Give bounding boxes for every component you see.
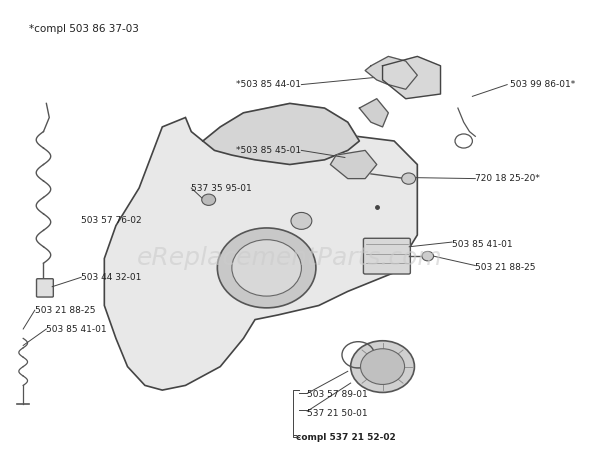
Polygon shape [382, 56, 441, 99]
FancyBboxPatch shape [37, 279, 53, 297]
Text: 503 85 41-01: 503 85 41-01 [47, 324, 107, 334]
Text: eReplacementParts.com: eReplacementParts.com [137, 246, 442, 271]
Text: 537 35 95-01: 537 35 95-01 [191, 183, 252, 193]
Circle shape [350, 341, 414, 392]
Circle shape [402, 173, 415, 184]
Text: *compl 503 86 37-03: *compl 503 86 37-03 [29, 24, 139, 33]
Circle shape [202, 194, 215, 205]
Text: 503 99 86-01*: 503 99 86-01* [510, 80, 575, 89]
Text: 503 44 32-01: 503 44 32-01 [81, 273, 142, 282]
Text: 720 18 25-20*: 720 18 25-20* [476, 174, 540, 183]
Text: 503 57 76-02: 503 57 76-02 [81, 216, 142, 226]
Circle shape [422, 251, 434, 261]
Polygon shape [359, 99, 388, 127]
Circle shape [217, 228, 316, 308]
Text: 503 57 89-01: 503 57 89-01 [307, 390, 368, 400]
Polygon shape [330, 150, 377, 179]
Polygon shape [365, 56, 417, 89]
Text: *503 85 44-01: *503 85 44-01 [237, 80, 301, 89]
Text: 503 85 41-01: 503 85 41-01 [452, 240, 513, 249]
Text: 503 21 88-25: 503 21 88-25 [476, 263, 536, 273]
Text: *503 85 45-01: *503 85 45-01 [236, 146, 301, 155]
Circle shape [360, 349, 405, 384]
Text: 503 21 88-25: 503 21 88-25 [35, 306, 95, 315]
Polygon shape [203, 103, 359, 164]
Circle shape [291, 212, 312, 229]
Circle shape [232, 240, 301, 296]
FancyBboxPatch shape [363, 238, 411, 274]
Text: 537 21 50-01: 537 21 50-01 [307, 409, 368, 418]
Polygon shape [104, 118, 417, 390]
Text: compl 537 21 52-02: compl 537 21 52-02 [296, 432, 395, 442]
